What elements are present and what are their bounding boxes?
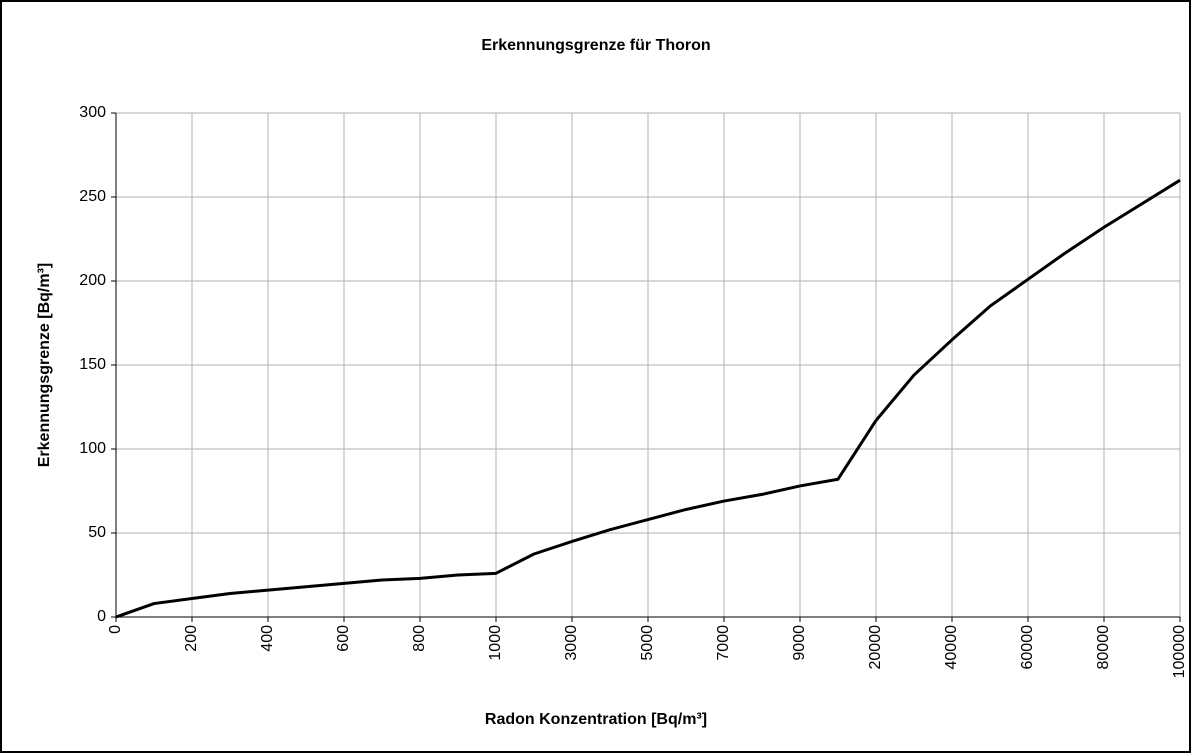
x-tick-label: 200 xyxy=(183,625,200,652)
x-tick-label: 9000 xyxy=(791,625,808,661)
y-tick-label: 300 xyxy=(79,104,106,121)
y-tick-label: 250 xyxy=(79,188,106,205)
x-tick-label: 5000 xyxy=(639,625,656,661)
chart-title: Erkennungsgrenze für Thoron xyxy=(481,37,710,54)
y-tick-label: 150 xyxy=(79,356,106,373)
y-tick-label: 100 xyxy=(79,440,106,457)
x-tick-label: 1000 xyxy=(487,625,504,661)
x-tick-label: 800 xyxy=(411,625,428,652)
x-tick-label: 100000 xyxy=(1171,625,1188,678)
y-axis-label: Erkennungsgrenze [Bq/m³] xyxy=(36,263,53,467)
x-tick-label: 600 xyxy=(335,625,352,652)
x-tick-label: 400 xyxy=(259,625,276,652)
x-tick-label: 0 xyxy=(107,625,124,634)
x-tick-label: 7000 xyxy=(715,625,732,661)
data-line xyxy=(115,178,1181,619)
x-tick-label: 60000 xyxy=(1019,625,1036,670)
y-tick-label: 0 xyxy=(97,608,106,625)
y-tick-label: 200 xyxy=(79,272,106,289)
x-axis-label: Radon Konzentration [Bq/m³] xyxy=(485,711,707,728)
x-tick-label: 40000 xyxy=(943,625,960,670)
y-tick-label: 50 xyxy=(88,524,106,541)
x-tick-label: 3000 xyxy=(563,625,580,661)
x-tick-label: 80000 xyxy=(1095,625,1112,670)
x-tick-label: 20000 xyxy=(867,625,884,670)
